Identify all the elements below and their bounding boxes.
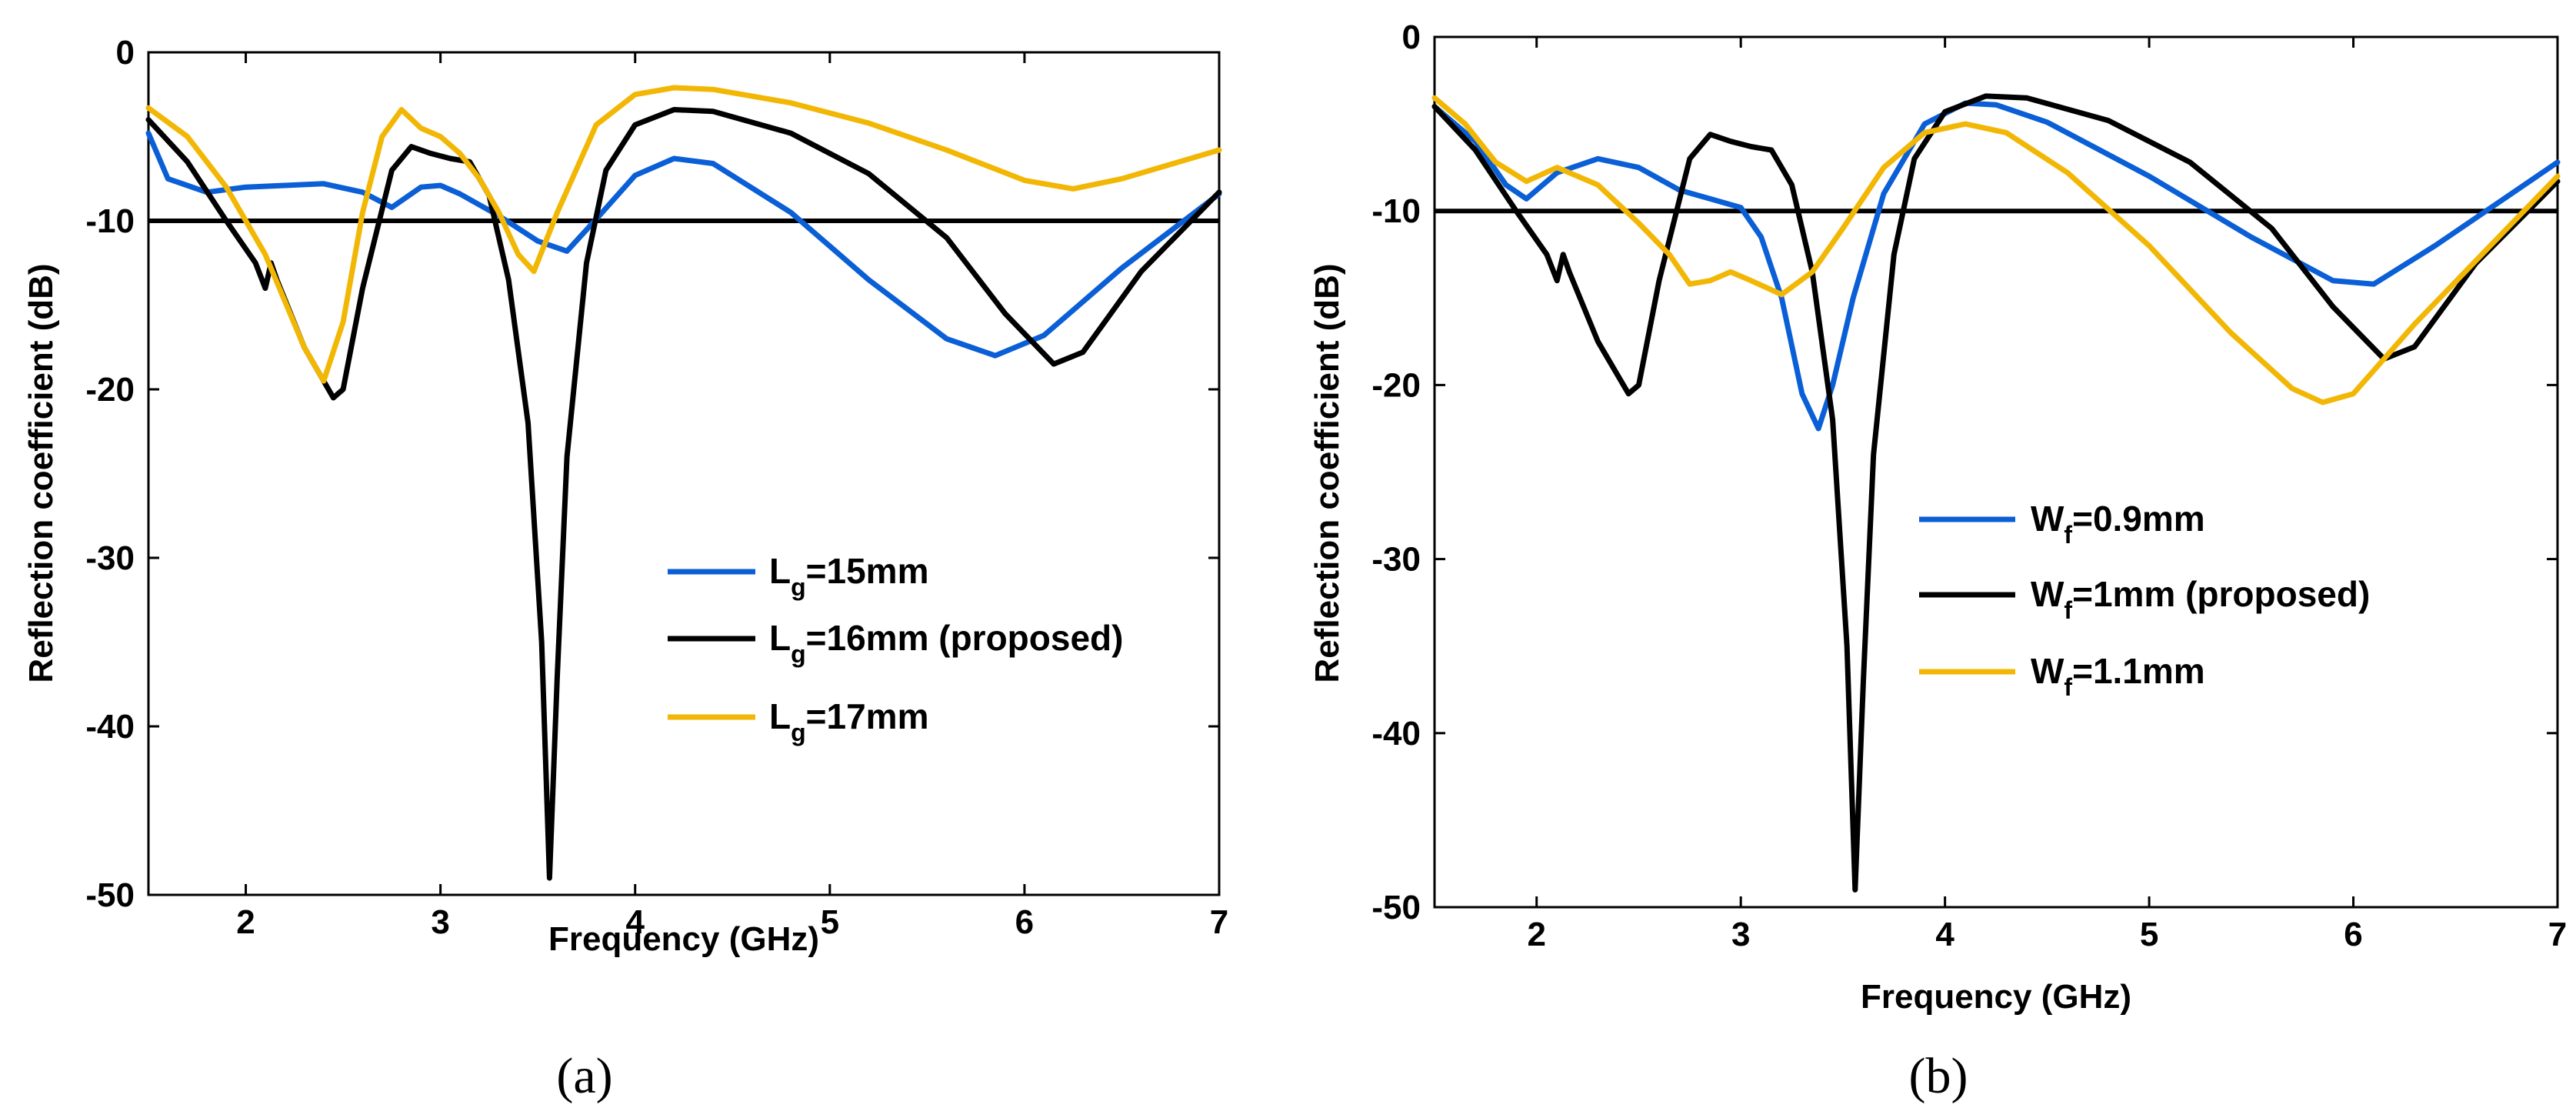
x-tick-label: 6 xyxy=(1015,903,1034,941)
y-tick-label: -20 xyxy=(85,371,135,409)
series-wf1-proposed xyxy=(1431,93,2561,893)
series-wf09 xyxy=(1431,100,2561,432)
y-tick-label: -30 xyxy=(1371,541,1421,579)
legend-label-wf11: Wf=1.1mm xyxy=(2031,651,2205,701)
y-tick-label: -30 xyxy=(85,539,135,577)
legend-entry: Wf=1mm (proposed) xyxy=(1919,574,2370,624)
y-tick-label: -10 xyxy=(85,202,135,240)
series-lg15 xyxy=(145,130,1222,359)
axis-ticks-b: 2 3 4 5 6 7 0 -10 -20 -30 -40 -50 xyxy=(1371,18,2567,953)
axis-ticks-a: 2 3 4 5 6 7 0 -10 -20 -30 -40 -50 xyxy=(85,34,1228,941)
x-axis-label-a: Frequency (GHz) xyxy=(548,920,819,958)
x-tick-label: 3 xyxy=(431,903,449,941)
panel-b: 2 3 4 5 6 7 0 -10 -20 -30 -40 -50 Frequency (GHz) R… xyxy=(1308,18,2567,1104)
legend-entry: Lg=17mm xyxy=(668,696,929,746)
y-tick-label: -50 xyxy=(85,876,135,914)
legend-entry: Wf=0.9mm xyxy=(1919,499,2205,549)
legend-label-lg15: Lg=15mm xyxy=(769,551,929,601)
legend-entry: Lg=16mm (proposed) xyxy=(668,618,1123,668)
x-axis-label-b: Frequency (GHz) xyxy=(1861,978,2131,1016)
y-tick-label: -40 xyxy=(1371,715,1421,753)
y-tick-label: -10 xyxy=(1371,192,1421,230)
x-tick-label: 3 xyxy=(1731,916,1750,953)
x-tick-label: 6 xyxy=(2344,916,2362,953)
plot-frame-a xyxy=(147,51,1221,896)
legend-entry: Wf=1.1mm xyxy=(1919,651,2205,701)
x-tick-label: 5 xyxy=(2140,916,2158,953)
y-tick-label: -20 xyxy=(1371,366,1421,404)
legend-b: Wf=0.9mm Wf=1mm (proposed) Wf=1.1mm xyxy=(1919,499,2370,701)
legend-entry: Lg=15mm xyxy=(668,551,929,601)
y-axis-label-a: Reflection coefficient (dB) xyxy=(22,263,60,682)
y-tick-label: -50 xyxy=(1371,889,1421,926)
legend-label-wf1: Wf=1mm (proposed) xyxy=(2031,574,2370,624)
plot-frame-b xyxy=(1433,35,2559,909)
legend-label-lg16: Lg=16mm (proposed) xyxy=(769,618,1123,668)
x-tick-label: 7 xyxy=(2548,916,2567,953)
legend-a: Lg=15mm Lg=16mm (proposed) Lg=17mm xyxy=(668,551,1123,746)
y-tick-label: -40 xyxy=(85,708,135,746)
panel-a: 2 3 4 5 6 7 0 -10 -20 -30 -40 -50 Frequency (GHz) R… xyxy=(22,34,1228,1104)
x-tick-label: 5 xyxy=(821,903,839,941)
series-lg16-proposed xyxy=(145,107,1222,881)
x-tick-label: 2 xyxy=(1527,916,1545,953)
series-wf11 xyxy=(1431,95,2561,405)
legend-label-wf09: Wf=0.9mm xyxy=(2031,499,2205,549)
legend-label-lg17: Lg=17mm xyxy=(769,696,929,746)
y-tick-label: 0 xyxy=(1402,18,1421,56)
series-lg17 xyxy=(145,85,1222,384)
series-layer-b xyxy=(1431,93,2561,893)
x-tick-label: 4 xyxy=(1935,916,1954,953)
x-tick-label: 4 xyxy=(625,903,645,941)
x-tick-label: 7 xyxy=(1210,903,1228,941)
x-tick-label: 2 xyxy=(236,903,255,941)
series-layer-a xyxy=(145,85,1222,881)
y-axis-label-b: Reflection coefficient (dB) xyxy=(1308,263,1346,682)
panel-label-a: (a) xyxy=(556,1048,612,1104)
panel-label-b: (b) xyxy=(1909,1048,1968,1104)
y-tick-label: 0 xyxy=(116,34,135,72)
